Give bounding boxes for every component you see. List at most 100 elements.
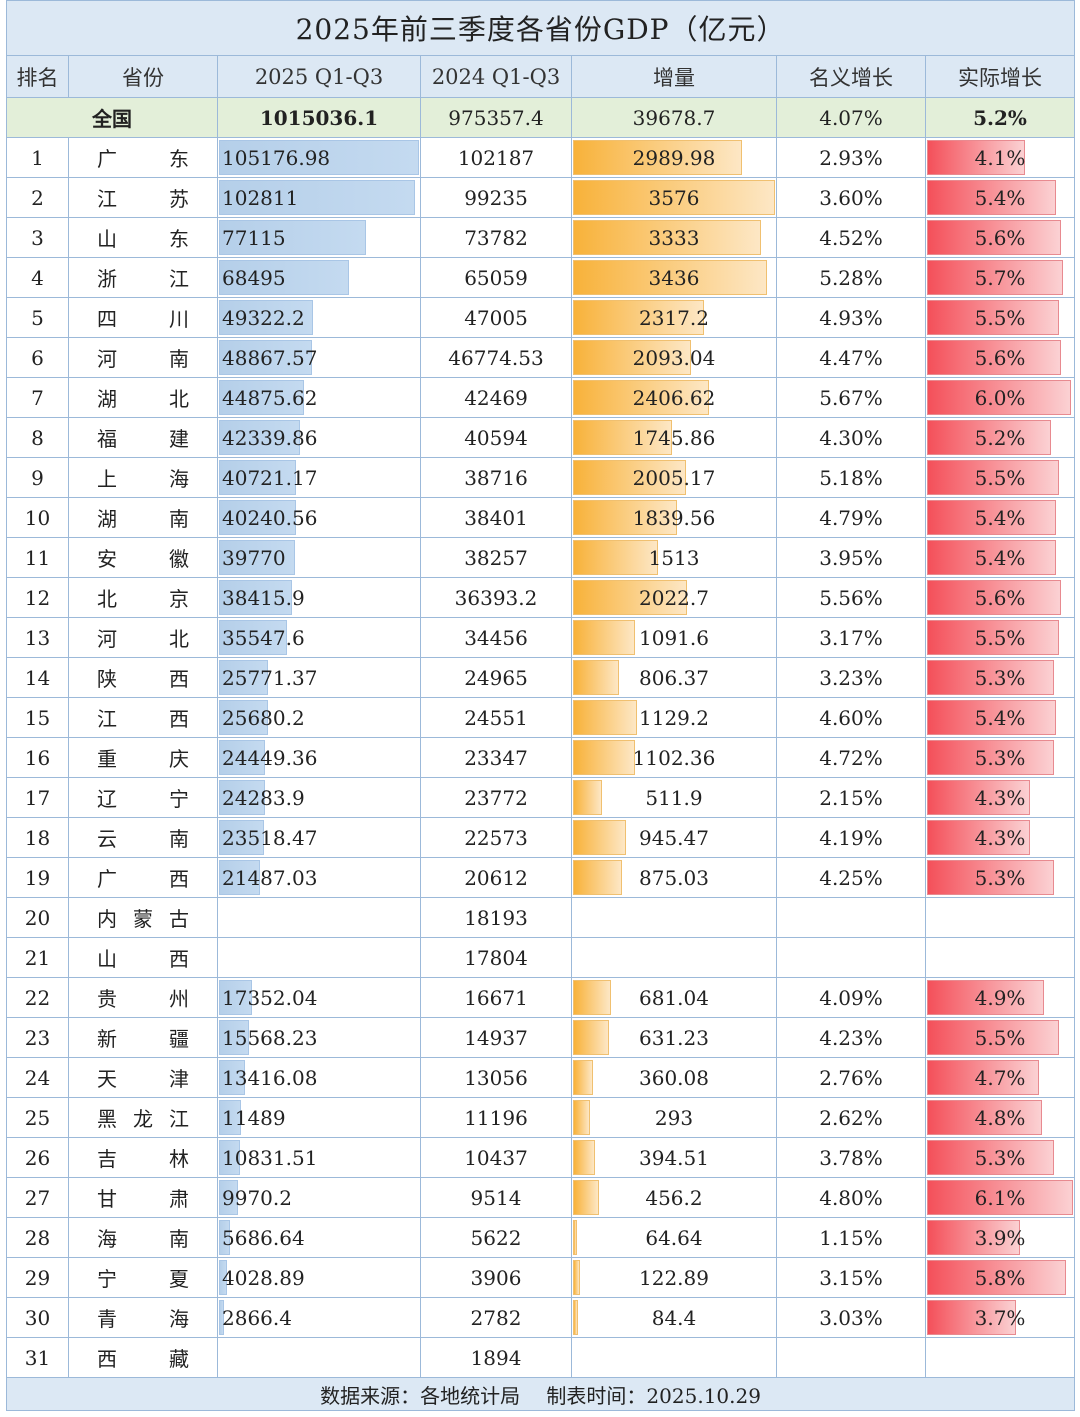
gdp-2025-value: 40240.56 xyxy=(222,505,318,530)
rank-cell: 9 xyxy=(6,457,69,498)
gdp-2025-bar xyxy=(219,460,297,495)
increase-value: 122.89 xyxy=(639,1265,709,1290)
real-growth-value: 3.7% xyxy=(974,1305,1026,1330)
gdp-2025-bar xyxy=(219,1260,227,1295)
province-cell: 吉林 xyxy=(68,1137,218,1178)
increase-cell: 3333 xyxy=(571,217,777,258)
province-cell: 海南 xyxy=(68,1217,218,1258)
table-row: 22 贵州 17352.04 16671 681.04 4.09% 4.9% xyxy=(6,977,1076,1018)
gdp-2025-bar xyxy=(219,740,266,775)
gdp-2024-cell: 13056 xyxy=(420,1057,572,1098)
table-row: 30 青海 2866.4 2782 84.4 3.03% 3.7% xyxy=(6,1297,1076,1338)
real-growth-value: 5.5% xyxy=(974,305,1026,330)
real-growth-cell: 3.7% xyxy=(924,1297,1076,1338)
gdp-2025-cell: 13416.08 xyxy=(217,1057,421,1098)
real-growth-cell: 4.3% xyxy=(924,817,1076,858)
real-growth-cell: 4.3% xyxy=(924,777,1076,818)
increase-cell: 2093.04 xyxy=(571,337,777,378)
real-growth-cell: 5.4% xyxy=(924,537,1076,578)
increase-value: 3436 xyxy=(648,265,700,290)
rank-cell: 28 xyxy=(6,1217,69,1258)
increase-bar xyxy=(573,1260,580,1295)
rank-cell: 11 xyxy=(6,537,69,578)
increase-value: 875.03 xyxy=(639,865,709,890)
real-growth-value: 5.3% xyxy=(974,745,1026,770)
province-name: 上海 xyxy=(97,467,189,491)
gdp-2025-cell: 40240.56 xyxy=(217,497,421,538)
gdp-2024-cell: 40594 xyxy=(420,417,572,458)
province-cell: 西藏 xyxy=(68,1337,218,1378)
table-row: 24 天津 13416.08 13056 360.08 2.76% 4.7% xyxy=(6,1057,1076,1098)
header-rank: 排名 xyxy=(6,55,69,98)
gdp-2024-cell: 46774.53 xyxy=(420,337,572,378)
real-growth-cell: 5.3% xyxy=(924,857,1076,898)
gdp-2025-value: 38415.9 xyxy=(222,585,305,610)
province-cell: 河北 xyxy=(68,617,218,658)
nominal-growth-cell: 2.15% xyxy=(776,777,926,818)
increase-bar xyxy=(573,300,704,335)
gdp-2024-cell: 10437 xyxy=(420,1137,572,1178)
gdp-2025-value: 4028.89 xyxy=(222,1265,305,1290)
nominal-growth-cell: 4.19% xyxy=(776,817,926,858)
increase-cell: 875.03 xyxy=(571,857,777,898)
rank-cell: 10 xyxy=(6,497,69,538)
real-growth-cell: 5.5% xyxy=(924,1017,1076,1058)
real-growth-cell xyxy=(924,897,1076,938)
increase-bar xyxy=(573,540,659,575)
increase-value: 394.51 xyxy=(639,1145,709,1170)
gdp-2025-bar xyxy=(219,540,295,575)
real-growth-bar xyxy=(927,420,1052,455)
gdp-2025-cell: 11489 xyxy=(217,1097,421,1138)
real-growth-value: 4.3% xyxy=(974,825,1026,850)
gdp-2025-cell: 102811 xyxy=(217,177,421,218)
real-growth-value: 5.5% xyxy=(974,625,1026,650)
real-growth-bar xyxy=(927,740,1054,775)
province-name: 甘肃 xyxy=(97,1187,189,1211)
nominal-growth-cell: 2.76% xyxy=(776,1057,926,1098)
footer-source: 数据来源：各地统计局 制表时间：2025.10.29 xyxy=(5,1377,1076,1411)
province-cell: 内蒙古 xyxy=(68,897,218,938)
province-cell: 陕西 xyxy=(68,657,218,698)
real-growth-cell: 5.2% xyxy=(924,417,1076,458)
gdp-2024-cell: 17804 xyxy=(420,937,572,978)
increase-bar xyxy=(573,1020,609,1055)
nominal-growth-cell: 4.79% xyxy=(776,497,926,538)
gdp-2025-bar xyxy=(219,820,264,855)
gdp-2024-cell: 16671 xyxy=(420,977,572,1018)
gdp-2024-cell: 14937 xyxy=(420,1017,572,1058)
real-growth-cell: 5.3% xyxy=(924,737,1076,778)
real-growth-bar xyxy=(927,1140,1054,1175)
table-row: 20 内蒙古 18193 xyxy=(6,897,1076,938)
province-cell: 云南 xyxy=(68,817,218,858)
increase-value: 456.2 xyxy=(645,1185,703,1210)
increase-cell: 456.2 xyxy=(571,1177,777,1218)
gdp-2024-cell: 20612 xyxy=(420,857,572,898)
increase-bar xyxy=(573,780,602,815)
gdp-2025-bar xyxy=(219,500,296,535)
province-cell: 甘肃 xyxy=(68,1177,218,1218)
province-name: 吉林 xyxy=(97,1147,189,1171)
header-province: 省份 xyxy=(68,55,218,98)
increase-bar xyxy=(573,1100,590,1135)
nominal-growth-cell xyxy=(776,937,926,978)
gdp-2025-value: 24449.36 xyxy=(222,745,318,770)
province-name: 江苏 xyxy=(97,187,189,211)
nominal-growth-cell: 4.09% xyxy=(776,977,926,1018)
province-name: 安徽 xyxy=(97,547,189,571)
rank-cell: 5 xyxy=(6,297,69,338)
increase-bar xyxy=(573,1180,599,1215)
national-2024: 975357.4 xyxy=(420,97,572,138)
increase-cell: 945.47 xyxy=(571,817,777,858)
header-nominal: 名义增长 xyxy=(776,55,926,98)
province-cell: 青海 xyxy=(68,1297,218,1338)
increase-value: 1745.86 xyxy=(632,425,716,450)
increase-cell: 2022.7 xyxy=(571,577,777,618)
footer-row: 数据来源：各地统计局 制表时间：2025.10.29 xyxy=(5,1377,1076,1411)
increase-bar xyxy=(573,660,619,695)
table-row: 26 吉林 10831.51 10437 394.51 3.78% 5.3% xyxy=(6,1137,1076,1178)
increase-bar xyxy=(573,180,775,215)
gdp-2025-bar xyxy=(219,260,350,295)
gdp-2025-cell: 42339.86 xyxy=(217,417,421,458)
table-row: 13 河北 35547.6 34456 1091.6 3.17% 5.5% xyxy=(6,617,1076,658)
rank-cell: 3 xyxy=(6,217,69,258)
